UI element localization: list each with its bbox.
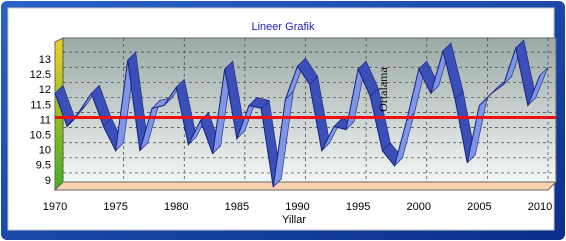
y-tick-label: 13	[39, 54, 51, 66]
x-tick-label: 1970	[43, 201, 67, 213]
y-tick-label: 11	[40, 114, 51, 126]
y-tick-label: 12	[39, 84, 51, 96]
y-tick-label: 9.5	[36, 160, 51, 172]
y-tick-label: 10	[39, 145, 51, 157]
x-tick-label: 1985	[225, 201, 249, 213]
average-label: Ortalama	[376, 67, 390, 112]
x-axis-label: Yillar	[282, 214, 306, 226]
x-tick-label: 1975	[103, 201, 127, 213]
y-tick-label: 11.5	[30, 99, 51, 111]
floor	[53, 181, 558, 191]
x-tick-label: 1990	[285, 201, 309, 213]
x-tick-label: 2010	[528, 201, 552, 213]
x-tick-label: 1980	[164, 201, 188, 213]
x-tick-label: 2005	[467, 201, 491, 213]
y-tick-label: 12.5	[30, 69, 51, 81]
y-tick-label: 9	[45, 175, 51, 187]
x-tick-label: 1995	[346, 201, 370, 213]
left-wall	[54, 37, 64, 192]
chart-title: Lineer Grafik	[252, 21, 315, 33]
x-tick-label: 2000	[407, 201, 431, 213]
y-tick-label: 10.5	[30, 130, 51, 142]
line	[54, 46, 541, 188]
